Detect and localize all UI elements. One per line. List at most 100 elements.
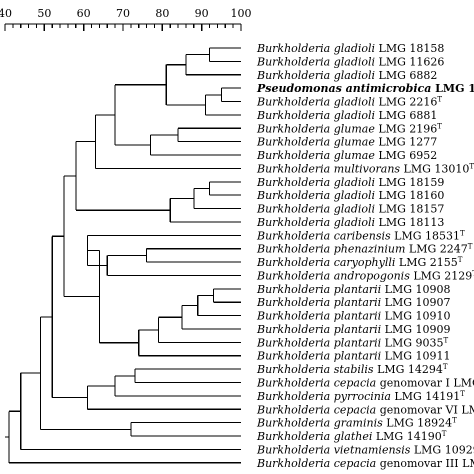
taxon-label: Burkholderia cepacia genomovar VI LMG 18… xyxy=(256,403,474,416)
similarity-scale-labels: 40 50 60 70 80 90 100 xyxy=(0,7,252,20)
taxon-labels: Burkholderia gladioli LMG 18158Burkholde… xyxy=(256,42,474,470)
scale-tick-label: 40 xyxy=(0,7,12,20)
taxon-species-name: Burkholderia glumae xyxy=(256,136,375,149)
taxon-label: Burkholderia gladioli LMG 18158 xyxy=(256,42,444,55)
taxon-label: Burkholderia plantarii LMG 10911 xyxy=(256,350,451,363)
taxon-strain: LMG 11626 xyxy=(375,55,444,68)
taxon-strain: LMG 18941 xyxy=(458,403,474,416)
taxon-species-name: Burkholderia gladioli xyxy=(256,189,375,202)
type-strain-marker: T xyxy=(443,363,448,371)
taxon-species-name: Burkholderia gladioli xyxy=(256,42,375,55)
taxon-strain: LMG 2155 xyxy=(395,256,457,269)
taxon-label: Burkholderia cepacia genomovar I LMG 122… xyxy=(256,377,474,390)
taxon-strain: LMG 13053 xyxy=(459,457,474,470)
type-strain-marker: T xyxy=(472,269,474,277)
taxon-genomovar: genomovar III xyxy=(376,457,458,470)
taxon-label: Burkholderia glathei LMG 14190T xyxy=(256,430,447,443)
taxon-species-name: Burkholderia gladioli xyxy=(256,96,375,109)
taxon-label: Burkholderia caryophylli LMG 2155T xyxy=(256,256,463,269)
taxon-strain: LMG 10907 xyxy=(381,296,450,309)
taxon-species-name: Burkholderia glumae xyxy=(256,122,375,135)
taxon-label: Burkholderia gladioli LMG 18159 xyxy=(256,176,444,189)
taxon-label: Burkholderia gladioli LMG 18160 xyxy=(256,189,444,202)
dendrogram-tree xyxy=(5,47,241,464)
taxon-strain: LMG 10911 xyxy=(381,350,450,363)
taxon-strain: LMG 9035 xyxy=(381,336,443,349)
taxon-strain: LMG 14190 xyxy=(372,430,441,443)
scale-tick-label: 50 xyxy=(37,7,51,20)
scale-tick-label: 90 xyxy=(195,7,209,20)
taxon-label: Burkholderia plantarii LMG 9035T xyxy=(256,336,449,349)
type-strain-marker: T xyxy=(468,243,473,251)
taxon-label: Burkholderia gladioli LMG 18113 xyxy=(256,216,444,229)
taxon-species-name: Burkholderia plantarii xyxy=(256,310,381,323)
taxon-strain: LMG 18531 xyxy=(391,229,460,242)
taxon-strain: LMG 18160 xyxy=(375,189,444,202)
taxon-genomovar: genomovar VI xyxy=(376,403,458,416)
type-strain-marker: T xyxy=(458,256,463,264)
taxon-species-name: Burkholderia glathei xyxy=(256,430,372,443)
taxon-strain: LMG 18113 xyxy=(375,216,444,229)
taxon-label: Burkholderia plantarii LMG 10910 xyxy=(256,310,451,323)
taxon-species-name: Burkholderia gladioli xyxy=(256,216,375,229)
taxon-species-name: Burkholderia gladioli xyxy=(256,203,375,216)
type-strain-marker: T xyxy=(442,430,447,438)
taxon-strain: LMG 2216 xyxy=(375,96,437,109)
taxon-species-name: Burkholderia plantarii xyxy=(256,283,381,296)
taxon-species-name: Burkholderia phenazinium xyxy=(256,243,405,256)
type-strain-marker: T xyxy=(469,162,474,170)
taxon-species-name: Burkholderia cepacia xyxy=(256,457,376,470)
taxon-label: Burkholderia glumae LMG 6952 xyxy=(256,149,437,162)
taxon-species-name: Burkholderia graminis xyxy=(256,417,383,430)
taxon-strain: LMG 10929 xyxy=(410,443,474,456)
type-strain-marker: T xyxy=(444,336,449,344)
type-strain-marker: T xyxy=(460,390,465,398)
taxon-label: Burkholderia plantarii LMG 10907 xyxy=(256,296,451,309)
taxon-label: Burkholderia phenazinium LMG 2247T xyxy=(256,243,473,256)
taxon-species-name: Burkholderia plantarii xyxy=(256,296,381,309)
taxon-species-name: Burkholderia pyrrocinia xyxy=(256,390,391,403)
taxon-species-name: Burkholderia gladioli xyxy=(256,176,375,189)
scale-tick-label: 100 xyxy=(231,7,252,20)
taxon-strain: LMG 10908 xyxy=(381,283,450,296)
scale-tick-label: 70 xyxy=(116,7,130,20)
taxon-label: Burkholderia andropogonis LMG 2129T xyxy=(256,269,474,282)
taxon-strain: LMG 2247 xyxy=(405,243,467,256)
taxon-label: Burkholderia vietnamiensis LMG 10929T xyxy=(256,443,474,456)
taxon-label: Burkholderia stabilis LMG 14294T xyxy=(256,363,448,376)
taxon-strain: LMG 1222 xyxy=(450,377,474,390)
taxon-label: Burkholderia multivorans LMG 13010T xyxy=(256,162,474,175)
type-strain-marker: T xyxy=(437,96,442,104)
taxon-genomovar: genomovar I xyxy=(376,377,450,390)
taxon-species-name: Burkholderia andropogonis xyxy=(256,269,410,282)
scale-tick-label: 80 xyxy=(155,7,169,20)
taxon-species-name: Burkholderia plantarii xyxy=(256,323,381,336)
taxon-strain: LMG 13010 xyxy=(400,162,469,175)
type-strain-marker: T xyxy=(452,417,457,425)
taxon-label: Burkholderia caribensis LMG 18531T xyxy=(256,229,465,242)
similarity-scale-ticks xyxy=(4,24,242,31)
taxon-label: Burkholderia gladioli LMG 2216T xyxy=(256,96,442,109)
taxon-label: Burkholderia plantarii LMG 10909 xyxy=(256,323,451,336)
taxon-label: Burkholderia plantarii LMG 10908 xyxy=(256,283,451,296)
taxon-label: Burkholderia glumae LMG 2196T xyxy=(256,122,442,135)
taxon-strain: LMG 18924 xyxy=(383,417,452,430)
taxon-strain: LMG 10910 xyxy=(381,310,450,323)
taxon-species-name: Burkholderia vietnamiensis xyxy=(256,443,411,456)
taxon-species-name: Burkholderia caribensis xyxy=(256,229,391,242)
taxon-species-name: Burkholderia gladioli xyxy=(256,55,375,68)
taxon-label: Burkholderia gladioli LMG 18157 xyxy=(256,203,444,216)
taxon-strain: LMG 2196 xyxy=(375,122,437,135)
taxon-label: Burkholderia cepacia genomovar III LMG 1… xyxy=(256,457,474,470)
taxon-strain: LMG 2129 xyxy=(410,269,472,282)
taxon-species-name: Pseudomonas antimicrobica xyxy=(256,82,431,95)
taxon-species-name: Burkholderia cepacia xyxy=(256,377,376,390)
taxon-species-name: Burkholderia gladioli xyxy=(256,109,375,122)
taxon-label: Pseudomonas antimicrobica LMG 18920T xyxy=(256,81,474,95)
taxon-label: Burkholderia gladioli LMG 6881 xyxy=(256,109,437,122)
type-strain-marker: T xyxy=(437,122,442,130)
taxon-label: Burkholderia gladioli LMG 11626 xyxy=(256,55,444,68)
taxon-species-name: Burkholderia glumae xyxy=(256,149,375,162)
taxon-species-name: Burkholderia cepacia xyxy=(256,403,376,416)
